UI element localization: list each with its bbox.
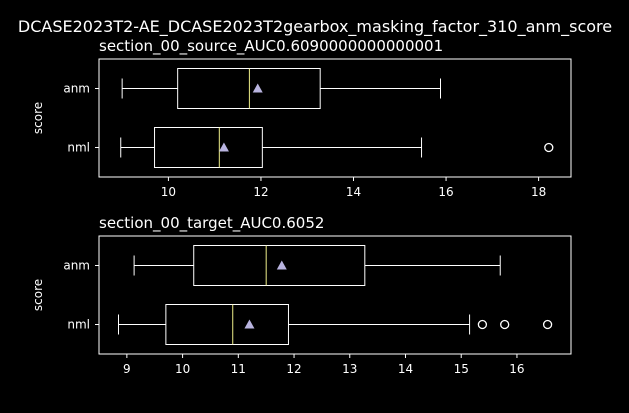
plot-frame [98,58,572,178]
x-tick-label: 14 [398,362,413,376]
box-nml [120,127,554,168]
x-tick-label: 10 [175,362,190,376]
mean-marker [276,260,287,270]
x-tick-label: 9 [123,362,131,376]
y-axis-label: score [31,279,45,311]
panel-1: section_00_source_AUC0.6090000000000001s… [31,37,572,199]
x-tick-label: 12 [253,185,268,199]
x-tick-label: 16 [509,362,524,376]
outlier-point [477,319,488,330]
iqr-box [154,127,263,168]
figure-suptitle: DCASE2023T2-AE_DCASE2023T2gearbox_maskin… [18,17,612,37]
mean-marker [218,142,229,152]
y-tick-label: anm [63,259,90,273]
box-anm [133,245,501,286]
x-tick-label: 13 [342,362,357,376]
y-tick-label: anm [63,82,90,96]
outlier-point [544,142,554,153]
x-tick-label: 15 [454,362,469,376]
x-tick-label: 10 [161,185,176,199]
iqr-box [193,245,366,286]
x-tick-label: 11 [231,362,246,376]
plot-frame [98,235,572,355]
outlier-point [542,319,553,330]
mean-marker [244,319,255,329]
panel-title: section_00_source_AUC0.6090000000000001 [99,37,443,56]
panel-title: section_00_target_AUC0.6052 [99,214,324,233]
x-tick-label: 12 [286,362,301,376]
y-tick-label: nml [67,141,90,155]
y-axis-label: score [31,102,45,134]
x-tick-label: 14 [346,185,361,199]
chart-panels: section_00_source_AUC0.6090000000000001s… [31,37,572,376]
mean-marker [252,83,263,93]
x-tick-label: 16 [438,185,453,199]
x-tick-label: 18 [531,185,546,199]
outlier-point [500,319,510,330]
box-anm [121,68,442,109]
y-tick-label: nml [67,318,90,332]
box-nml [118,304,553,345]
iqr-box [165,304,289,345]
